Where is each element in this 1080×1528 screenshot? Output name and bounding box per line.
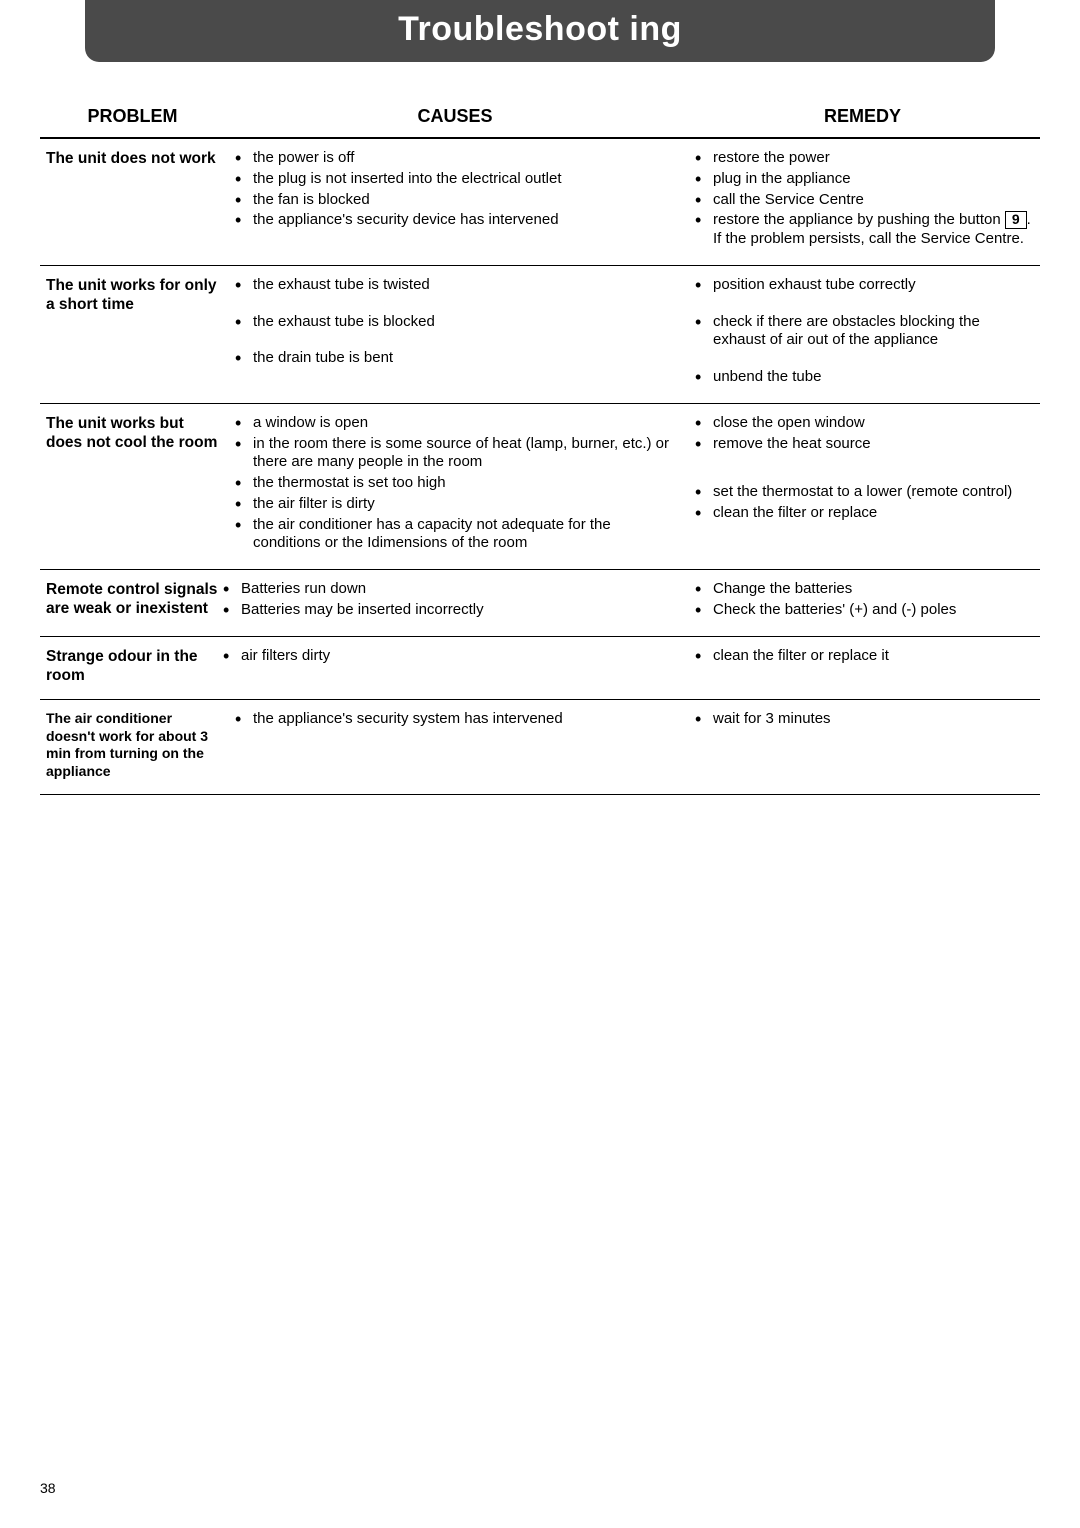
problem-cell: The unit works for only a short time [40, 265, 225, 403]
list-item: position exhaust tube correctly [691, 276, 1034, 295]
list-item: the drain tube is bent [231, 349, 679, 368]
troubleshooting-table: PROBLEM CAUSES REMEDY The unit does not … [40, 100, 1040, 795]
list-item: unbend the tube [691, 368, 1034, 387]
col-header-problem: PROBLEM [40, 100, 225, 138]
list-item: the appliance's security system has inte… [231, 710, 679, 729]
table-row: Strange odour in the roomair filters dir… [40, 636, 1040, 700]
button-9-reference: 9 [1005, 211, 1027, 228]
list-item: check if there are obstacles blocking th… [691, 313, 1034, 351]
list-item: clean the filter or replace [691, 504, 1034, 523]
problem-cell: The unit works but does not cool the roo… [40, 403, 225, 569]
col-header-remedy: REMEDY [685, 100, 1040, 138]
problem-cell: The unit does not work [40, 138, 225, 265]
list-item: call the Service Centre [691, 191, 1034, 210]
table-row: The unit does not workthe power is offth… [40, 138, 1040, 265]
list-item: set the thermostat to a lower (remote co… [691, 483, 1034, 502]
problem-cell: Strange odour in the room [40, 636, 225, 700]
list-item: Batteries run down [219, 580, 679, 599]
remedy-cell: wait for 3 minutes [685, 700, 1040, 795]
problem-cell: The air conditioner doesn't work for abo… [40, 700, 225, 795]
list-item: the plug is not inserted into the electr… [231, 170, 679, 189]
remedy-cell: Change the batteries Check the batteries'… [685, 570, 1040, 637]
remedy-cell: clean the filter or replace it [685, 636, 1040, 700]
remedy-cell: close the open window remove the heat sou… [685, 403, 1040, 569]
table-row: The air conditioner doesn't work for abo… [40, 700, 1040, 795]
causes-cell: the appliance's security system has inte… [225, 700, 685, 795]
list-item: the appliance's security device has inte… [231, 211, 679, 230]
list-item: the fan is blocked [231, 191, 679, 210]
remedy-cell: restore the power plug in the appliance ca… [685, 138, 1040, 265]
table-row: The unit works for only a short timethe … [40, 265, 1040, 403]
list-item: the exhaust tube is blocked [231, 313, 679, 332]
list-item: plug in the appliance [691, 170, 1034, 189]
list-item: Batteries may be inserted incorrectly [219, 601, 679, 620]
remedy-cell: position exhaust tube correctly check if … [685, 265, 1040, 403]
causes-cell: a window is open in the room there is som… [225, 403, 685, 569]
list-item: remove the heat source [691, 435, 1034, 454]
page-title: Troubleshoot ing [85, 0, 995, 62]
list-item: in the room there is some source of heat… [231, 435, 679, 473]
list-item: restore the appliance by pushing the but… [691, 211, 1034, 249]
causes-cell: Batteries run downBatteries may be inser… [225, 570, 685, 637]
list-item: Change the batteries [691, 580, 1034, 599]
list-item: the thermostat is set too high [231, 474, 679, 493]
table-row: The unit works but does not cool the roo… [40, 403, 1040, 569]
list-item: close the open window [691, 414, 1034, 433]
col-header-causes: CAUSES [225, 100, 685, 138]
table-row: Remote control signals are weak or inexi… [40, 570, 1040, 637]
causes-cell: the power is off the plug is not inserted… [225, 138, 685, 265]
list-item: clean the filter or replace it [691, 647, 1034, 666]
list-item: the exhaust tube is twisted [231, 276, 679, 295]
causes-cell: the exhaust tube is twisted the exhaust t… [225, 265, 685, 403]
problem-cell: Remote control signals are weak or inexi… [40, 570, 225, 637]
list-item: restore the power [691, 149, 1034, 168]
list-item: the air filter is dirty [231, 495, 679, 514]
page-number: 38 [40, 1480, 56, 1496]
list-item: air filters dirty [219, 647, 679, 666]
list-item: wait for 3 minutes [691, 710, 1034, 729]
list-item: a window is open [231, 414, 679, 433]
causes-cell: air filters dirty [225, 636, 685, 700]
list-item: the air conditioner has a capacity not a… [231, 516, 679, 554]
list-item: Check the batteries' (+) and (-) poles [691, 601, 1034, 620]
list-item: the power is off [231, 149, 679, 168]
